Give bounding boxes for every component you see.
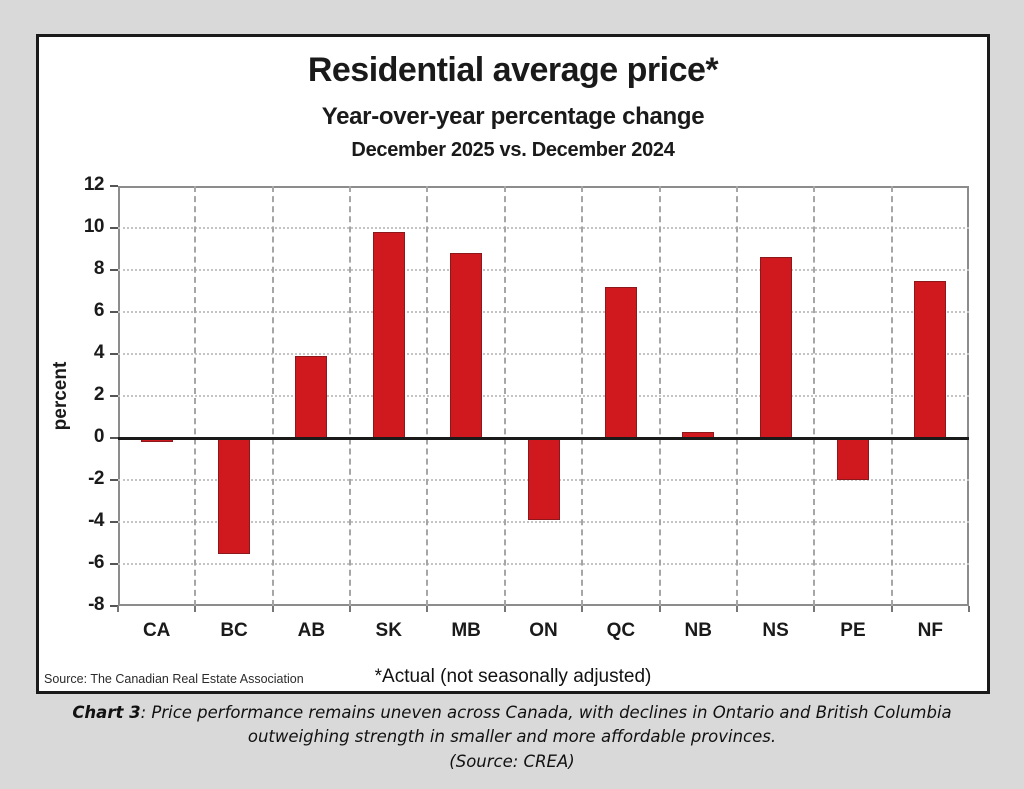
y-axis-tick-label: 8	[93, 258, 105, 279]
y-axis-tick	[110, 605, 118, 607]
v-gridline	[813, 186, 816, 606]
y-axis-tick	[110, 521, 118, 523]
x-axis-label-on: ON	[529, 620, 558, 641]
bar-mb	[450, 253, 483, 438]
footnote: *Actual (not seasonally adjusted)	[374, 666, 652, 687]
h-gridline	[118, 353, 969, 355]
chart-caption: Chart 3: Price performance remains uneve…	[32, 701, 992, 774]
chart-subtitle: Year-over-year percentage change	[321, 103, 705, 130]
h-gridline	[118, 269, 969, 271]
bar-on	[527, 438, 560, 520]
y-axis-tick-label: 12	[83, 174, 105, 195]
y-axis-tick	[110, 311, 118, 313]
x-axis-tick	[890, 606, 893, 612]
v-gridline	[658, 186, 661, 606]
v-gridline	[426, 186, 429, 606]
x-axis-label-mb: MB	[451, 620, 481, 641]
caption-label: Chart 3	[72, 703, 141, 722]
x-axis-label-sk: SK	[375, 620, 402, 641]
y-axis-tick-label: 2	[93, 384, 105, 405]
v-gridline	[194, 186, 197, 606]
bar-sk	[372, 232, 405, 438]
bar-ab	[295, 356, 328, 438]
caption-source: (Source: CREA)	[449, 751, 575, 771]
y-axis-tick-label: -2	[88, 468, 104, 489]
x-axis-tick	[117, 606, 119, 612]
y-axis-tick	[110, 479, 118, 481]
x-axis-tick	[968, 606, 970, 612]
v-gridline	[349, 186, 352, 606]
x-axis-tick	[503, 606, 506, 612]
bar-bc	[218, 438, 251, 554]
v-gridline	[890, 186, 893, 606]
bar-pe	[836, 438, 869, 480]
h-gridline	[118, 563, 969, 565]
y-axis-tick	[110, 353, 118, 355]
x-axis-label-bc: BC	[220, 620, 248, 641]
y-axis-tick-label: -8	[88, 594, 104, 615]
v-gridline	[735, 186, 738, 606]
caption-line-2: outweighing strength in smaller and more…	[247, 727, 777, 747]
h-gridline	[118, 227, 969, 229]
y-axis-tick	[110, 563, 118, 565]
y-axis-tick-label: 0	[93, 426, 105, 447]
zero-axis-line	[118, 436, 969, 440]
y-axis-tick	[110, 269, 118, 271]
y-axis-tick-label: -6	[88, 552, 104, 573]
chart-title: Residential average price*	[307, 51, 719, 89]
x-axis-tick	[658, 606, 661, 612]
x-axis-tick	[581, 606, 584, 612]
x-axis-label-ns: NS	[762, 620, 789, 641]
x-axis-label-ca: CA	[142, 620, 171, 641]
caption-line-1-text: : Price performance remains uneven acros…	[140, 703, 952, 722]
v-gridline	[271, 186, 274, 606]
v-gridline	[503, 186, 506, 606]
chart-card: Residential average price* Year-over-yea…	[36, 34, 990, 694]
bar-qc	[604, 286, 637, 438]
y-axis-tick	[110, 227, 118, 229]
h-gridline	[118, 311, 969, 313]
x-axis-label-nf: NF	[917, 620, 943, 641]
y-axis-tick	[110, 437, 118, 439]
y-axis-tick-label: -4	[88, 510, 104, 531]
y-axis-tick-label: 10	[83, 216, 105, 237]
y-axis-tick	[110, 395, 118, 397]
x-axis-tick	[426, 606, 429, 612]
x-axis-tick	[349, 606, 352, 612]
x-axis-tick	[271, 606, 274, 612]
caption-line-1: Chart 3: Price performance remains uneve…	[32, 701, 992, 725]
y-axis-tick-label: 6	[93, 300, 105, 321]
x-axis-tick	[735, 606, 738, 612]
x-axis-label-qc: QC	[606, 620, 636, 641]
source-note: Source: The Canadian Real Estate Associa…	[44, 672, 304, 686]
x-axis-label-ab: AB	[297, 620, 326, 641]
chart-comparison-period: December 2025 vs. December 2024	[351, 139, 675, 161]
x-axis-label-pe: PE	[840, 620, 866, 641]
bar-ns	[759, 257, 792, 438]
bar-nf	[914, 280, 947, 438]
chart-canvas: Residential average price* Year-over-yea…	[39, 37, 987, 691]
x-axis-tick	[194, 606, 197, 612]
y-axis-tick-label: 4	[93, 342, 105, 363]
y-axis-tick	[110, 185, 118, 187]
h-gridline	[118, 395, 969, 397]
h-gridline	[118, 521, 969, 523]
v-gridline	[581, 186, 584, 606]
x-axis-label-nb: NB	[684, 620, 712, 641]
x-axis-tick	[813, 606, 816, 612]
